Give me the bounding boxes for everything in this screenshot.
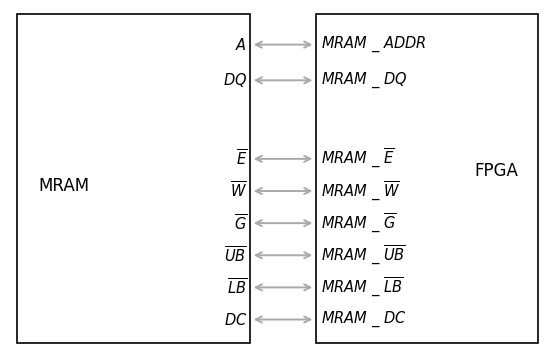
Text: $\overline{W}$: $\overline{W}$ [230, 181, 247, 201]
Text: $A$: $A$ [235, 37, 247, 52]
Text: MRAM: MRAM [38, 177, 89, 195]
Text: $MRAM\ \_\ \overline{G}$: $MRAM\ \_\ \overline{G}$ [321, 212, 396, 235]
Text: $MRAM\ \_\ \overline{UB}$: $MRAM\ \_\ \overline{UB}$ [321, 244, 406, 267]
Text: $\overline{G}$: $\overline{G}$ [234, 213, 247, 233]
Text: $\overline{UB}$: $\overline{UB}$ [224, 245, 247, 265]
Text: $DQ$: $DQ$ [223, 71, 247, 89]
Bar [17, 14, 250, 343]
Text: $\overline{E}$: $\overline{E}$ [236, 149, 247, 169]
Text: $MRAM\ \_\ DQ$: $MRAM\ \_\ DQ$ [321, 71, 407, 90]
Text: $MRAM\ \_\ \overline{LB}$: $MRAM\ \_\ \overline{LB}$ [321, 276, 403, 299]
Text: $MRAM\ \_\ \overline{E}$: $MRAM\ \_\ \overline{E}$ [321, 147, 394, 170]
Bar [316, 14, 538, 343]
Text: $DC$: $DC$ [224, 312, 247, 327]
Text: $\overline{LB}$: $\overline{LB}$ [227, 277, 247, 297]
Text: $MRAM\ \_\ DC$: $MRAM\ \_\ DC$ [321, 310, 406, 329]
Text: $MRAM\ \_\ ADDR$: $MRAM\ \_\ ADDR$ [321, 35, 426, 54]
Text: FPGA: FPGA [475, 162, 519, 180]
Text: $MRAM\ \_\ \overline{W}$: $MRAM\ \_\ \overline{W}$ [321, 180, 400, 202]
